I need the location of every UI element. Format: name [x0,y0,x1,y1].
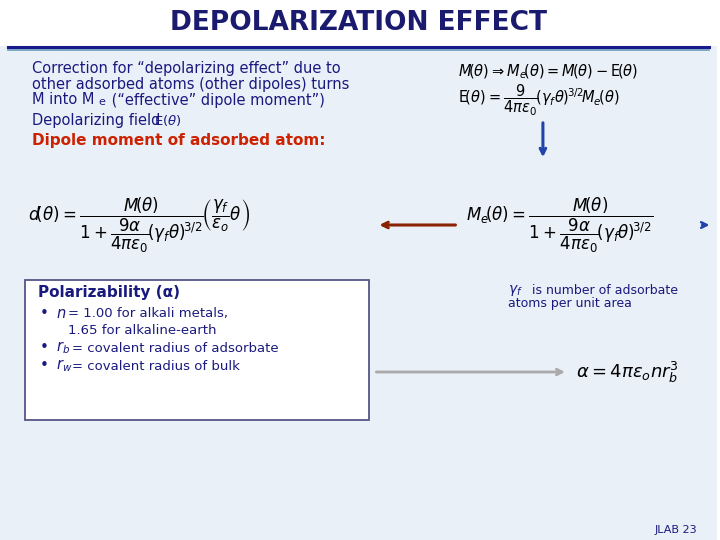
Text: •: • [40,359,49,374]
Text: 1.65 for alkaline-earth: 1.65 for alkaline-earth [68,323,216,336]
FancyBboxPatch shape [0,46,717,540]
Text: other adsorbed atoms (other dipoles) turns: other adsorbed atoms (other dipoles) tur… [32,77,349,91]
FancyBboxPatch shape [0,0,717,46]
Text: $\mathit{n}$: $\mathit{n}$ [55,307,66,321]
Text: $M_e\!\left(\theta\right)=\dfrac{M\!\left(\theta\right)}{1+\dfrac{9\alpha}{4\pi\: $M_e\!\left(\theta\right)=\dfrac{M\!\lef… [467,195,654,255]
Text: $M\!\left(\theta\right)\Rightarrow M_e\!\left(\theta\right)= M\!\left(\theta\rig: $M\!\left(\theta\right)\Rightarrow M_e\!… [458,63,639,81]
Text: $\mathrm{E}(\theta)$: $\mathrm{E}(\theta)$ [154,112,182,127]
Text: e: e [99,97,106,107]
Text: is number of adsorbate: is number of adsorbate [528,284,678,296]
Text: = covalent radius of bulk: = covalent radius of bulk [72,360,240,373]
Text: $\mathit{r}_b$: $\mathit{r}_b$ [55,340,70,356]
Text: $\mathrm{E}\!\left(\theta\right)=\dfrac{9}{4\pi\varepsilon_0}\!\left(\gamma_f\th: $\mathrm{E}\!\left(\theta\right)=\dfrac{… [458,83,620,118]
Text: Dipole moment of adsorbed atom:: Dipole moment of adsorbed atom: [32,132,325,147]
Text: Polarizability (α): Polarizability (α) [38,285,180,300]
Text: JLAB 23: JLAB 23 [654,525,698,535]
Text: = covalent radius of adsorbate: = covalent radius of adsorbate [72,341,279,354]
Text: •: • [40,341,49,355]
Text: (“effective” dipole moment”): (“effective” dipole moment”) [107,92,325,107]
Text: $\mathit{r}_w$: $\mathit{r}_w$ [55,357,72,374]
Text: $d\!\left(\theta\right)=\dfrac{M\!\left(\theta\right)}{1+\dfrac{9\alpha}{4\pi\va: $d\!\left(\theta\right)=\dfrac{M\!\left(… [28,195,250,255]
Text: $\alpha = 4\pi\varepsilon_o n r_b^3$: $\alpha = 4\pi\varepsilon_o n r_b^3$ [576,360,679,384]
Text: DEPOLARIZATION EFFECT: DEPOLARIZATION EFFECT [170,10,547,36]
Text: atoms per unit area: atoms per unit area [508,296,632,309]
Text: $\gamma_f$: $\gamma_f$ [508,282,523,298]
Text: Depolarizing field: Depolarizing field [32,112,165,127]
Text: = 1.00 for alkali metals,: = 1.00 for alkali metals, [68,307,228,321]
FancyBboxPatch shape [25,280,369,420]
Text: Correction for “depolarizing effect” due to: Correction for “depolarizing effect” due… [32,60,341,76]
Text: M into M: M into M [32,92,94,107]
Text: •: • [40,307,49,321]
